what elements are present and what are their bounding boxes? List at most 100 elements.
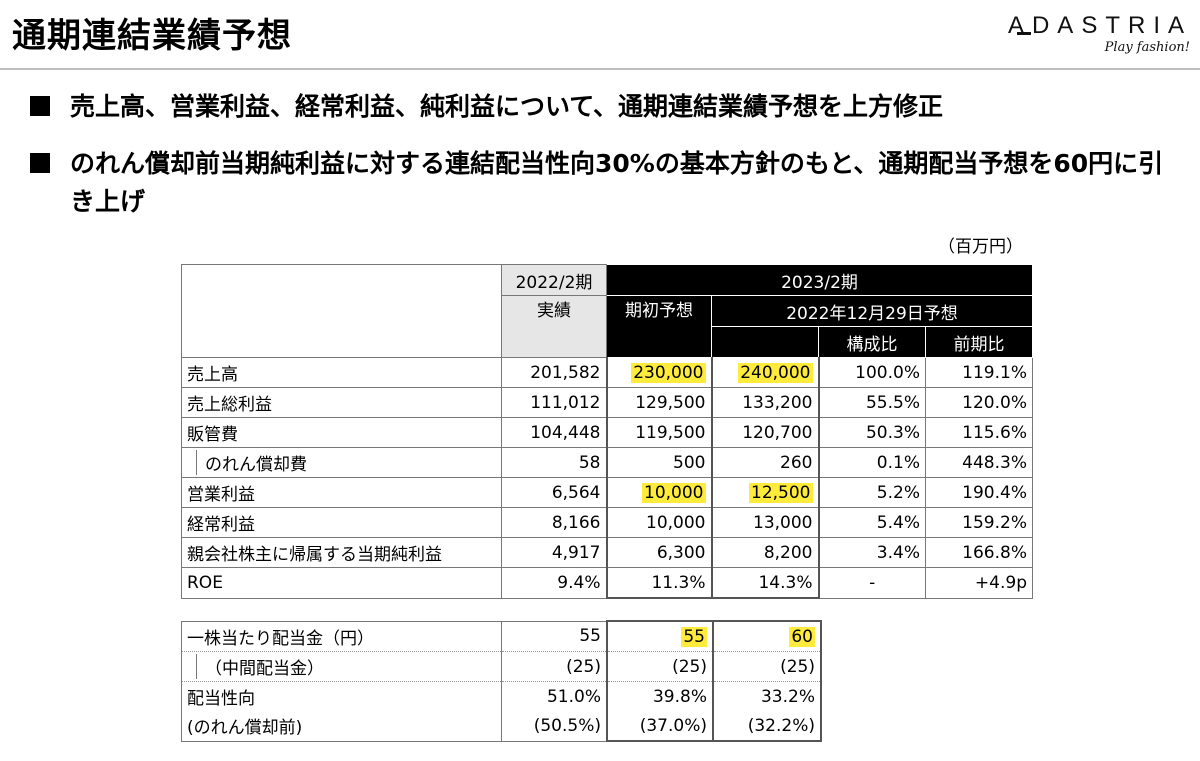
table-row: (のれん償却前) (50.5%) (37.0%) (32.2%) xyxy=(181,711,822,742)
unit-label: （百万円） xyxy=(938,237,1023,257)
cell-yoy: 120.0% xyxy=(925,387,1033,418)
header-revised: 2022年12月29日予想 xyxy=(711,295,1033,327)
cell-yoy: 190.4% xyxy=(925,477,1033,508)
cell-comp: 50.3% xyxy=(818,417,926,448)
cell-revised: 120,700 xyxy=(710,417,820,448)
cell-initial: 55 xyxy=(606,620,714,652)
bullet-1: 売上高、営業利益、経常利益、純利益について、通期連結業績予想を上方修正 xyxy=(30,88,1170,126)
table-row: 配当性向 51.0% 39.8% 33.2% xyxy=(181,681,822,711)
highlighted-value: 240,000 xyxy=(738,362,813,383)
cell-initial: 10,000 xyxy=(605,507,713,538)
cell-initial: 10,000 xyxy=(605,477,713,508)
row-label: 親会社株主に帰属する当期純利益 xyxy=(181,537,502,568)
table-row: 売上高 201,582 230,000 240,000 100.0% 119.1% xyxy=(181,357,1033,388)
row-label: 一株当たり配当金（円） xyxy=(181,620,502,652)
cell-initial: 129,500 xyxy=(605,387,713,418)
cell-prev: 111,012 xyxy=(501,387,607,418)
header-composition: 構成比 xyxy=(818,326,926,358)
row-label: 販管費 xyxy=(181,417,502,448)
row-label: 売上総利益 xyxy=(181,387,502,418)
header-blank xyxy=(181,264,502,358)
cell-comp: - xyxy=(818,567,926,599)
row-label: 営業利益 xyxy=(181,477,502,508)
header-divider xyxy=(0,68,1200,70)
row-label: 経常利益 xyxy=(181,507,502,538)
row-label: (のれん償却前) xyxy=(181,711,502,742)
cell-prev: 51.0% xyxy=(501,681,608,711)
cell-revised: 260 xyxy=(710,447,820,478)
cell-prev: (50.5%) xyxy=(501,711,608,742)
table-row: のれん償却費 58 500 260 0.1% 448.3% xyxy=(181,447,1033,478)
bullet-text: 売上高、営業利益、経常利益、純利益について、通期連結業績予想を上方修正 xyxy=(70,92,944,121)
cell-comp: 55.5% xyxy=(818,387,926,418)
cell-yoy: 159.2% xyxy=(925,507,1033,538)
cell-initial: 230,000 xyxy=(605,357,713,388)
header-initial: 期初予想 xyxy=(606,295,712,358)
cell-comp: 0.1% xyxy=(818,447,926,478)
cell-initial: 11.3% xyxy=(605,567,713,599)
bullet-2: のれん償却前当期純利益に対する連結配当性向30%の基本方針のもと、通期配当予想を… xyxy=(30,145,1170,221)
header-blank-revised xyxy=(711,326,819,358)
cell-comp: 3.4% xyxy=(818,537,926,568)
cell-yoy: +4.9p xyxy=(925,567,1033,599)
cell-prev: 201,582 xyxy=(501,357,607,388)
cell-comp: 100.0% xyxy=(818,357,926,388)
cell-initial: (37.0%) xyxy=(606,711,714,742)
cell-revised: 133,200 xyxy=(710,387,820,418)
cell-yoy: 119.1% xyxy=(925,357,1033,388)
cell-revised: 13,000 xyxy=(710,507,820,538)
cell-prev: 4,917 xyxy=(501,537,607,568)
cell-yoy: 115.6% xyxy=(925,417,1033,448)
cell-prev: (25) xyxy=(501,651,608,682)
cell-prev: 55 xyxy=(501,620,608,652)
square-bullet-icon xyxy=(30,153,50,173)
cell-prev: 104,448 xyxy=(501,417,607,448)
cell-yoy: 448.3% xyxy=(925,447,1033,478)
cell-prev: 9.4% xyxy=(501,567,607,599)
cell-prev: 8,166 xyxy=(501,507,607,538)
highlighted-value: 10,000 xyxy=(642,482,706,503)
header-yoy: 前期比 xyxy=(925,326,1033,358)
cell-revised: 33.2% xyxy=(712,681,822,711)
header-prev-period: 2022/2期 xyxy=(501,264,607,296)
cell-comp: 5.4% xyxy=(818,507,926,538)
forecast-table: 2022/2期 2023/2期 実績 期初予想 2022年12月29日予想 構成… xyxy=(181,264,1033,599)
table-row: （中間配当金） (25) (25) (25) xyxy=(181,651,822,682)
cell-comp: 5.2% xyxy=(818,477,926,508)
cell-initial: 39.8% xyxy=(606,681,714,711)
cell-revised: 14.3% xyxy=(710,567,820,599)
cell-yoy: 166.8% xyxy=(925,537,1033,568)
cell-revised: 60 xyxy=(712,620,822,652)
table-row: ROE 9.4% 11.3% 14.3% - +4.9p xyxy=(181,567,1033,599)
cell-prev: 58 xyxy=(501,447,607,478)
highlighted-value: 60 xyxy=(789,626,815,647)
cell-revised: (32.2%) xyxy=(712,711,822,742)
header-cur-period: 2023/2期 xyxy=(606,264,1033,296)
header-prev-sub: 実績 xyxy=(501,295,607,358)
logo-dash xyxy=(1017,32,1031,35)
bullet-text: のれん償却前当期純利益に対する連結配当性向30%の基本方針のもと、通期配当予想を… xyxy=(70,149,1164,216)
dividend-table: 一株当たり配当金（円） 55 55 60 （中間配当金） (25) (25) (25) 配当性向… xyxy=(181,620,822,742)
cell-prev: 6,564 xyxy=(501,477,607,508)
table-row: 売上総利益 111,012 129,500 133,200 55.5% 120.0% xyxy=(181,387,1033,418)
row-label: 売上高 xyxy=(181,357,502,388)
highlighted-value: 12,500 xyxy=(749,482,813,503)
table-row: 営業利益 6,564 10,000 12,500 5.2% 190.4% xyxy=(181,477,1033,508)
cell-initial: (25) xyxy=(606,651,714,682)
highlighted-value: 230,000 xyxy=(631,362,706,383)
cell-initial: 500 xyxy=(605,447,713,478)
row-label: （中間配当金） xyxy=(181,651,502,682)
cell-revised: 12,500 xyxy=(710,477,820,508)
row-label: ROE xyxy=(181,567,502,599)
logo-word: ADASTRIA xyxy=(1007,12,1192,39)
cell-initial: 119,500 xyxy=(605,417,713,448)
logo-tagline: Play fashion! xyxy=(1104,40,1190,55)
table-row: 親会社株主に帰属する当期純利益 4,917 6,300 8,200 3.4% 166.8% xyxy=(181,537,1033,568)
indented-label: （中間配当金） xyxy=(196,654,324,679)
cell-initial: 6,300 xyxy=(605,537,713,568)
row-label: 配当性向 xyxy=(181,681,502,711)
table-row: 経常利益 8,166 10,000 13,000 5.4% 159.2% xyxy=(181,507,1033,538)
table-row: 販管費 104,448 119,500 120,700 50.3% 115.6% xyxy=(181,417,1033,448)
highlighted-value: 55 xyxy=(681,626,707,647)
adastria-logo: ADASTRIA Play fashion! xyxy=(1008,12,1192,62)
